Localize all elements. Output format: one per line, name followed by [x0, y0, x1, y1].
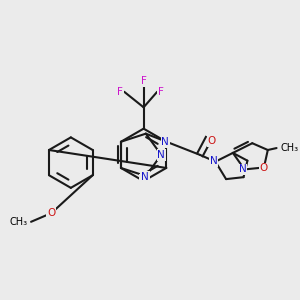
Text: F: F	[117, 87, 123, 97]
Text: O: O	[47, 208, 56, 218]
Text: O: O	[260, 164, 268, 173]
Text: N: N	[158, 150, 165, 160]
Text: F: F	[158, 87, 164, 97]
Text: N: N	[239, 164, 247, 174]
Text: O: O	[207, 136, 216, 146]
Text: N: N	[140, 175, 148, 185]
Text: F: F	[141, 76, 146, 86]
Text: N: N	[161, 137, 169, 147]
Text: N: N	[210, 156, 217, 166]
Text: CH₃: CH₃	[280, 143, 298, 153]
Text: N: N	[141, 172, 149, 182]
Text: CH₃: CH₃	[9, 217, 27, 227]
